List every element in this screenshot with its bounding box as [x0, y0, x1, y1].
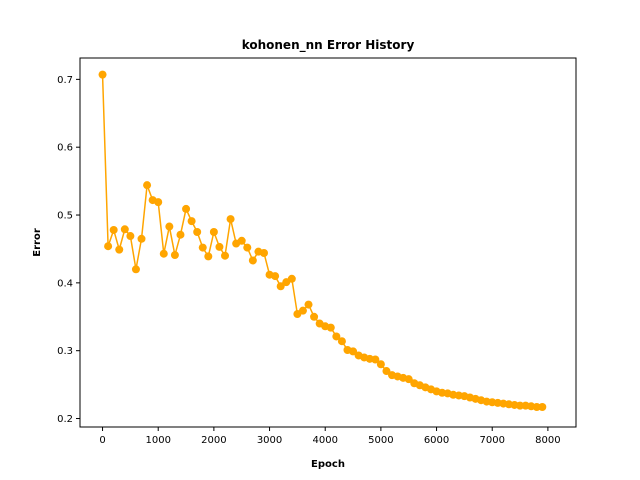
y-tick-label: 0.5 — [57, 211, 73, 222]
data-point — [109, 225, 118, 234]
x-tick-label: 0 — [99, 435, 105, 446]
data-point — [221, 251, 230, 260]
x-tick-label: 6000 — [424, 435, 449, 446]
data-point — [198, 243, 207, 252]
data-point — [98, 70, 107, 79]
data-point — [376, 360, 385, 369]
x-tick-label: 7000 — [479, 435, 504, 446]
data-point — [120, 225, 129, 234]
data-point — [215, 242, 224, 251]
data-point — [337, 337, 346, 346]
y-tick-label: 0.2 — [57, 414, 73, 425]
plot-area — [79, 57, 577, 428]
x-tick-label: 8000 — [535, 435, 560, 446]
data-point — [237, 236, 246, 245]
x-tick-label: 3000 — [257, 435, 282, 446]
data-point — [532, 402, 541, 411]
data-point — [349, 347, 358, 356]
data-point — [332, 332, 341, 341]
data-point — [193, 227, 202, 236]
data-point — [276, 282, 285, 291]
data-point — [243, 243, 252, 252]
y-tick-label: 0.7 — [57, 75, 73, 86]
data-point — [516, 401, 525, 410]
data-point — [176, 230, 185, 239]
y-tick-label: 0.4 — [57, 278, 73, 289]
axes-frame — [79, 57, 577, 428]
x-tick-label: 2000 — [201, 435, 226, 446]
data-point — [326, 323, 335, 332]
data-point — [259, 249, 268, 258]
x-axis-label: Epoch — [311, 459, 345, 470]
x-tick-label: 4000 — [312, 435, 337, 446]
x-axis-ticks: 0 1000 2000 3000 4000 5000 6000 7000 8000 — [99, 427, 561, 446]
data-point — [187, 217, 196, 226]
data-point — [271, 272, 280, 281]
data-point — [209, 227, 218, 236]
data-point — [104, 242, 113, 251]
data-point — [143, 181, 152, 190]
data-point — [404, 375, 413, 384]
data-point — [287, 274, 296, 283]
data-point — [304, 300, 313, 309]
data-point — [131, 265, 140, 274]
data-point — [154, 198, 163, 207]
data-point — [538, 402, 547, 411]
y-tick-label: 0.6 — [57, 143, 73, 154]
data-point — [382, 367, 391, 376]
data-point — [248, 256, 257, 265]
data-point — [310, 312, 319, 321]
chart-title: kohonen_nn Error History — [242, 38, 415, 53]
data-point — [226, 215, 235, 224]
data-point — [170, 251, 179, 260]
y-axis-label: Error — [32, 228, 43, 257]
data-point — [182, 204, 191, 213]
data-point — [126, 232, 135, 241]
y-tick-label: 0.3 — [57, 346, 73, 357]
data-point — [204, 252, 213, 261]
x-tick-label: 1000 — [145, 435, 170, 446]
data-point — [115, 245, 124, 254]
data-point — [159, 249, 168, 258]
x-tick-label: 5000 — [368, 435, 393, 446]
y-axis-ticks: 0.2 0.3 0.4 0.5 0.6 0.7 — [57, 75, 80, 425]
series-layer — [98, 70, 547, 411]
data-point — [137, 234, 146, 243]
data-point — [371, 355, 380, 364]
data-point — [298, 306, 307, 315]
data-point — [165, 222, 174, 231]
